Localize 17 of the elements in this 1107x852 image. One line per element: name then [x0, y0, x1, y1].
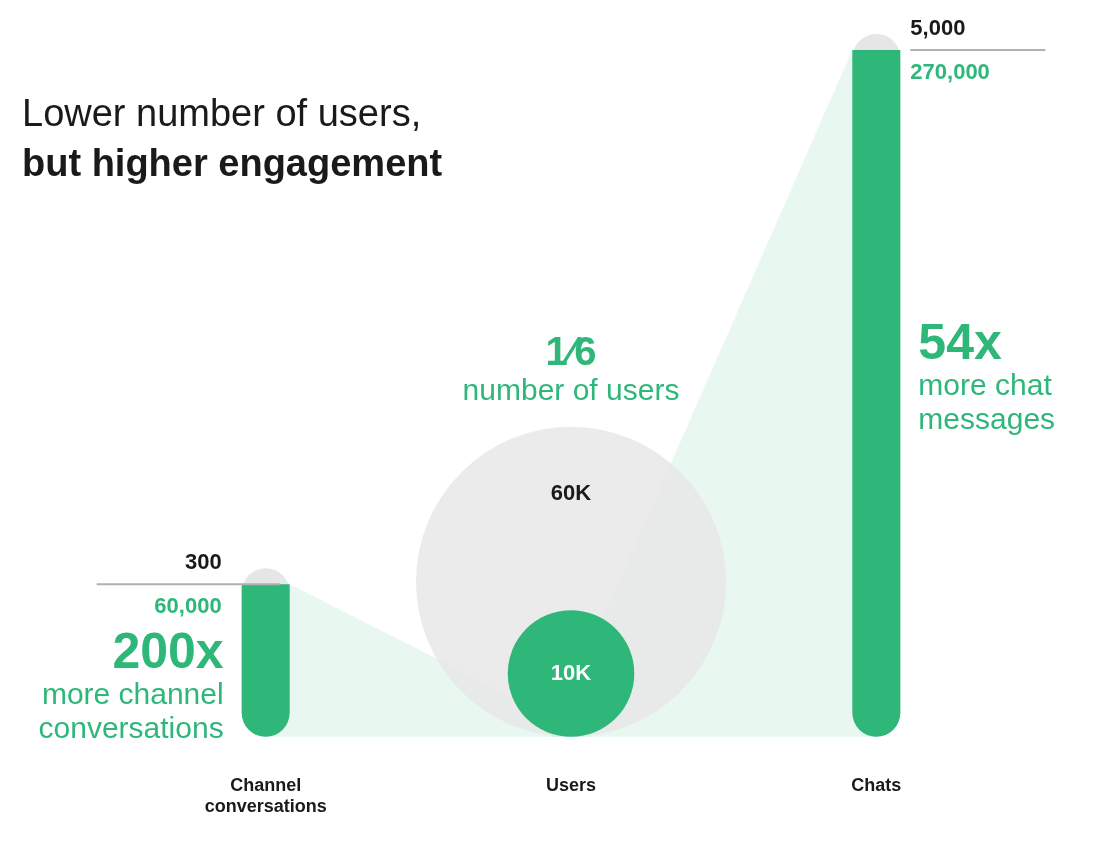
category-label: Users: [545, 774, 597, 795]
category-label: Channel conversations: [204, 774, 327, 817]
text: 1⁄6: [545, 328, 597, 373]
text: but higher engagement: [22, 142, 443, 184]
category-label: Chats: [851, 774, 902, 795]
text: 200x: [112, 622, 224, 679]
text: 54x: [918, 313, 1002, 370]
data-label: 60,000: [154, 593, 222, 619]
text: Lower number of users,: [22, 92, 422, 134]
text: more channel conversations: [38, 677, 224, 745]
text: number of users: [462, 373, 680, 407]
data-label: 10K: [550, 659, 592, 685]
data-label: 60K: [550, 479, 592, 505]
text: more chat messages: [918, 368, 1056, 436]
data-label: 300: [184, 549, 222, 575]
data-label: 270,000: [910, 59, 990, 85]
data-label: 5,000: [910, 15, 966, 41]
